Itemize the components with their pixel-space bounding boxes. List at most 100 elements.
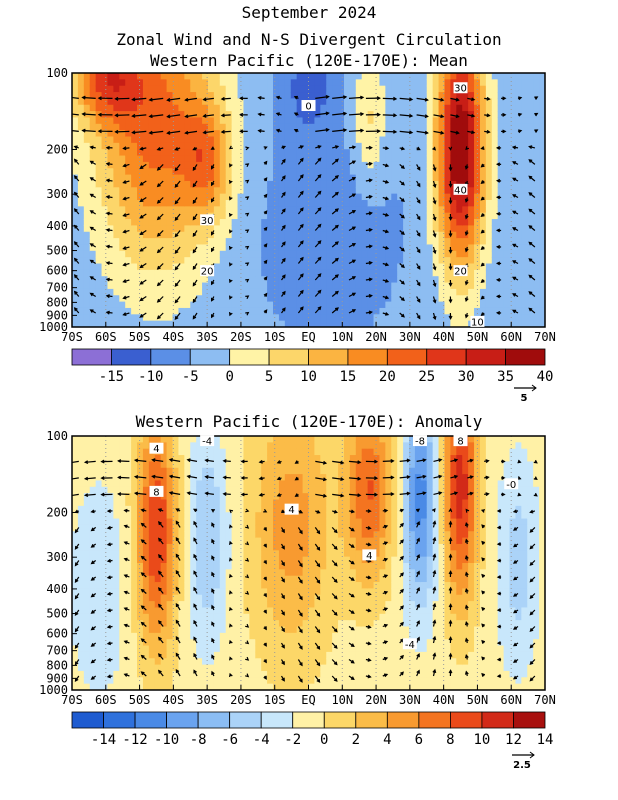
field-cell <box>414 117 422 125</box>
field-cell <box>326 244 333 252</box>
field-cell <box>438 123 446 131</box>
field-cell <box>450 161 457 169</box>
vector-arrow <box>221 130 231 133</box>
field-cell <box>273 98 280 106</box>
field-cell <box>308 250 316 258</box>
field-cell <box>119 448 126 456</box>
field-cell <box>296 200 304 207</box>
field-cell <box>243 282 250 290</box>
vector-head <box>495 310 501 315</box>
field-cell <box>231 307 239 315</box>
contour-label: 20 <box>454 267 467 278</box>
field-cell <box>207 307 215 315</box>
field-cell <box>485 193 493 201</box>
field-cell <box>178 301 185 309</box>
field-cell <box>142 257 150 265</box>
field-cell <box>338 206 345 214</box>
field-cell <box>515 301 522 309</box>
vector-head <box>448 266 453 271</box>
vector-head <box>174 299 179 304</box>
field-cell <box>131 257 138 265</box>
field-cell <box>332 187 339 195</box>
field-cell <box>160 670 168 678</box>
field-cell <box>131 307 138 315</box>
field-cell <box>154 664 162 672</box>
field-cell <box>503 288 511 296</box>
field-cell <box>142 219 150 226</box>
vector-head <box>184 97 189 102</box>
field-cell <box>202 79 209 87</box>
field-cell <box>255 244 262 252</box>
field-cell <box>450 200 457 207</box>
field-cell <box>202 104 209 112</box>
field-cell <box>72 104 79 112</box>
field-cell <box>521 168 528 176</box>
field-cell <box>131 550 138 558</box>
field-cell <box>373 85 381 93</box>
vector-arrow <box>185 130 198 134</box>
field-cell <box>379 212 386 220</box>
field-cell <box>539 142 545 150</box>
field-cell <box>509 79 517 87</box>
vector-arrow <box>399 130 413 134</box>
field-cell <box>403 263 410 271</box>
field-cell <box>284 307 292 315</box>
field-cell <box>444 206 451 214</box>
field-cell <box>101 73 109 80</box>
field-cell <box>296 73 304 80</box>
field-cell <box>314 73 321 80</box>
field-cell <box>521 231 528 239</box>
field-cell <box>456 244 463 252</box>
field-cell <box>426 98 434 106</box>
vector-head <box>202 97 207 102</box>
field-cell <box>231 123 239 131</box>
field-cell <box>190 244 197 252</box>
field-cell <box>479 307 487 315</box>
field-cell <box>308 295 316 303</box>
field-cell <box>527 123 534 131</box>
field-cell <box>72 639 79 647</box>
field-cell <box>83 677 91 685</box>
field-cell <box>72 269 79 277</box>
field-cell <box>213 307 221 315</box>
field-cell <box>77 601 85 609</box>
field-cell <box>137 212 144 220</box>
field-cell <box>539 155 545 163</box>
field-cell <box>497 257 505 265</box>
field-cell <box>343 225 351 233</box>
vector-head <box>368 178 373 183</box>
field-cell <box>166 104 174 112</box>
field-cell <box>320 307 327 315</box>
field-cell <box>107 206 114 214</box>
field-cell <box>255 307 262 315</box>
field-cell <box>83 543 91 551</box>
field-cell <box>107 607 114 615</box>
field-cell <box>290 142 298 150</box>
field-cell <box>148 174 156 182</box>
field-cell <box>83 193 91 201</box>
field-cell <box>491 111 499 119</box>
field-cell <box>148 601 156 609</box>
field-cell <box>468 257 475 265</box>
field-cell <box>420 250 428 258</box>
vector-head <box>317 207 322 212</box>
field-cell <box>462 111 469 119</box>
field-cell <box>166 588 174 596</box>
field-cell <box>178 461 185 469</box>
vector-head <box>275 95 280 100</box>
field-cell <box>137 257 144 265</box>
field-cell <box>296 219 304 226</box>
field-cell <box>468 123 475 131</box>
vector-head <box>156 183 161 188</box>
field-cell <box>83 307 91 315</box>
field-cell <box>485 295 493 303</box>
vector-head <box>281 274 286 279</box>
field-cell <box>409 263 416 271</box>
vector-head <box>518 129 523 134</box>
field-cell <box>196 79 203 87</box>
field-cell <box>231 276 239 284</box>
y-tick-label: 400 <box>46 219 68 233</box>
contour-label: 0 <box>305 102 311 113</box>
field-cell <box>160 639 168 647</box>
field-cell <box>503 111 511 119</box>
